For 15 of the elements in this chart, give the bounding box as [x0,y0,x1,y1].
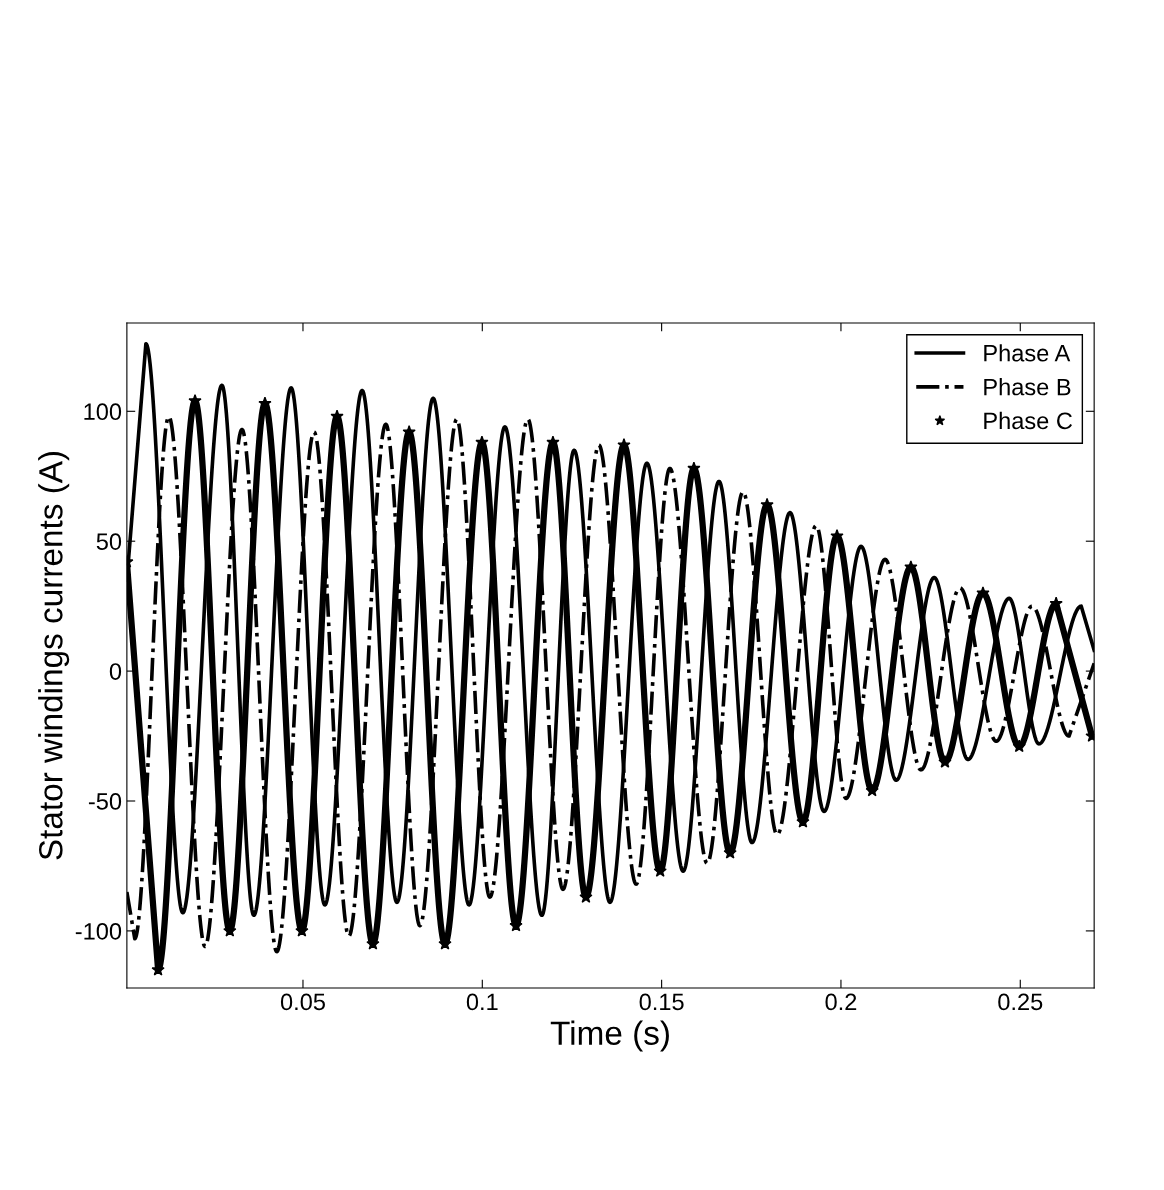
y-tick-label: 100 [84,403,122,421]
y-tick-label: -100 [75,922,122,940]
x-tick-label: 0.25 [998,993,1043,1011]
legend-label: Phase B [984,378,1071,396]
y-tick-label: 50 [96,533,122,550]
x-tick-label: 0.15 [639,993,684,1011]
x-tick-label: 0.2 [825,993,857,1011]
x-tick-label: 0.1 [466,993,498,1011]
legend-label: Phase A [984,344,1071,362]
legend-label: Phase C [984,411,1073,430]
y-tick-label: 0 [109,663,122,680]
y-tick-label: -50 [88,793,122,810]
y-axis-title: Stator windings currents (A) [38,451,70,860]
x-tick-label: 0.05 [280,993,325,1011]
x-axis-title: Time (s) [550,1020,669,1052]
